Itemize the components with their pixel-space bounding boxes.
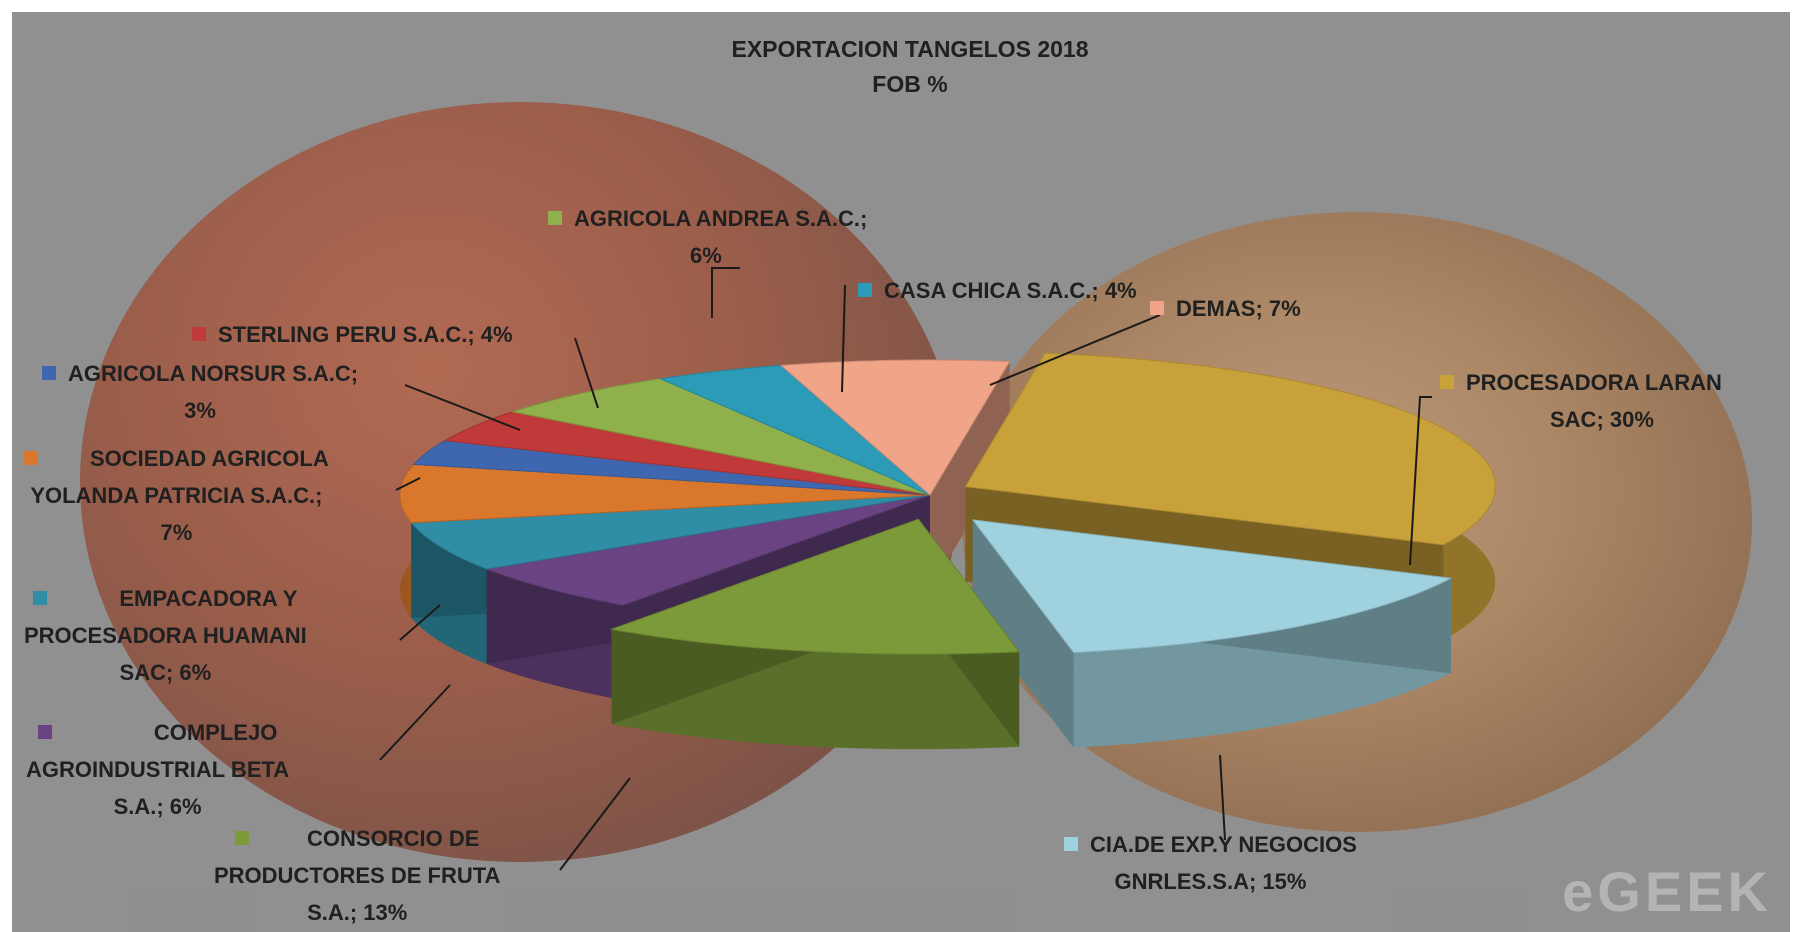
pie-slice-9 <box>658 364 931 496</box>
data-label-line: AGRICOLA ANDREA S.A.C.; <box>548 200 867 237</box>
data-label-sociedad-agricola: SOCIEDAD AGRICOLA YOLANDA PATRICIA S.A.C… <box>24 440 329 551</box>
data-label-line: EMPACADORA Y <box>24 580 307 617</box>
pie-slice-6 <box>412 440 931 496</box>
leader-line-10 <box>1219 754 1226 841</box>
chart-title-line: EXPORTACION TANGELOS 2018 <box>731 36 1089 62</box>
pie-slice-1 <box>971 519 1453 653</box>
data-label-line: GNRLES.S.A; 15% <box>1114 869 1307 894</box>
data-label-casa-chica: CASA CHICA S.A.C.; 4% <box>858 272 1137 309</box>
data-label-procesadora-laran: PROCESADORA LARAN SAC; 30% <box>1440 364 1722 438</box>
data-label-line: S.A.; 6% <box>113 794 202 819</box>
label-marker <box>42 366 56 381</box>
pie-slice-face-10-1 <box>930 361 1010 590</box>
label-marker <box>1440 375 1454 390</box>
leader-line-1 <box>841 284 846 393</box>
data-label-consorcio: CONSORCIO DE PRODUCTORES DE FRUTA S.A.; … <box>214 820 500 931</box>
data-label-line: S.A.; 13% <box>307 900 408 925</box>
leader-line-9 <box>559 777 631 871</box>
pie-slice-face-3-1 <box>486 495 930 665</box>
data-label-empacadora: EMPACADORA Y PROCESADORA HUAMANI SAC; 6% <box>24 580 307 691</box>
pie-slice-10 <box>779 359 1011 496</box>
leader-line-4 <box>404 384 521 431</box>
leader-line-5 <box>1409 396 1432 566</box>
data-label-text: CIA.DE EXP.Y NEGOCIOS <box>1090 832 1357 857</box>
label-marker <box>192 327 206 342</box>
data-label-agricola-andrea: AGRICOLA ANDREA S.A.C.; 6% <box>548 200 867 274</box>
data-label-line: DEMAS; 7% <box>1150 290 1301 327</box>
leader-line-7 <box>399 604 441 641</box>
leader-line-0 <box>711 267 740 318</box>
pie-slice-5 <box>399 463 931 524</box>
leader-line-6 <box>395 477 421 491</box>
data-label-agricola-norsur: AGRICOLA NORSUR S.A.C; 3% <box>42 355 358 429</box>
label-marker <box>24 451 38 466</box>
pie-slice-8 <box>510 378 931 496</box>
data-label-line: YOLANDA PATRICIA S.A.C.; <box>30 483 323 508</box>
data-label-text: EMPACADORA Y <box>119 586 298 611</box>
data-label-text: DEMAS; 7% <box>1176 296 1301 321</box>
data-label-line: 3% <box>184 398 216 423</box>
data-label-line: SOCIEDAD AGRICOLA <box>24 440 329 477</box>
data-label-line: CASA CHICA S.A.C.; 4% <box>858 272 1137 309</box>
data-label-text: PROCESADORA LARAN <box>1466 370 1722 395</box>
data-label-text: AGRICOLA ANDREA S.A.C.; <box>574 206 868 231</box>
label-marker <box>235 831 250 846</box>
data-label-sterling-peru: STERLING PERU S.A.C.; 4% <box>192 316 513 353</box>
data-label-text: SOCIEDAD AGRICOLA <box>90 446 329 471</box>
label-marker <box>548 211 562 226</box>
data-label-text: COMPLEJO <box>153 720 278 745</box>
data-label-text: CONSORCIO DE <box>307 826 480 851</box>
data-label-line: STERLING PERU S.A.C.; 4% <box>192 316 513 353</box>
data-label-line: SAC; 30% <box>1550 407 1654 432</box>
chart-title: EXPORTACION TANGELOS 2018 FOB % <box>600 32 1220 102</box>
label-marker <box>33 591 48 606</box>
data-label-line: SAC; 6% <box>119 660 212 685</box>
label-marker <box>858 283 872 298</box>
pie-slice-3 <box>484 494 931 606</box>
pie-slice-7 <box>443 411 931 496</box>
data-label-line: CONSORCIO DE <box>214 820 500 857</box>
leader-line-2 <box>989 314 1161 386</box>
data-label-line: PROCESADORA HUAMANI <box>24 623 307 648</box>
chart-subtitle: FOB % <box>872 71 948 97</box>
watermark: eGEEK <box>1562 860 1772 923</box>
leader-line-3 <box>574 337 599 409</box>
data-label-demas: DEMAS; 7% <box>1150 290 1301 327</box>
data-label-cia-exp: CIA.DE EXP.Y NEGOCIOS GNRLES.S.A; 15% <box>1064 826 1357 900</box>
label-marker <box>1064 837 1078 852</box>
label-marker <box>37 725 52 740</box>
data-label-line: COMPLEJO <box>26 714 289 751</box>
data-label-text: AGRICOLA NORSUR S.A.C; <box>68 361 359 386</box>
data-label-line: CIA.DE EXP.Y NEGOCIOS <box>1064 826 1357 863</box>
data-label-line: PROCESADORA LARAN <box>1440 364 1722 401</box>
data-label-line: AGRICOLA NORSUR S.A.C; <box>42 355 358 392</box>
data-label-line: 7% <box>160 520 193 545</box>
data-label-complejo-beta: COMPLEJO AGROINDUSTRIAL BETA S.A.; 6% <box>26 714 289 825</box>
pie-slice-2 <box>609 518 1021 655</box>
data-label-line: 6% <box>690 243 722 268</box>
pie-slice-face-1-1 <box>972 519 1074 748</box>
label-marker <box>1150 301 1164 316</box>
data-label-line: PRODUCTORES DE FRUTA <box>214 863 501 888</box>
data-label-line: AGROINDUSTRIAL BETA <box>26 757 290 782</box>
data-label-text: CASA CHICA S.A.C.; 4% <box>884 278 1137 303</box>
leader-line-8 <box>379 684 451 761</box>
data-label-text: STERLING PERU S.A.C.; 4% <box>218 322 513 347</box>
pie-slice-0 <box>964 352 1496 546</box>
pie-slice-4 <box>410 494 931 570</box>
